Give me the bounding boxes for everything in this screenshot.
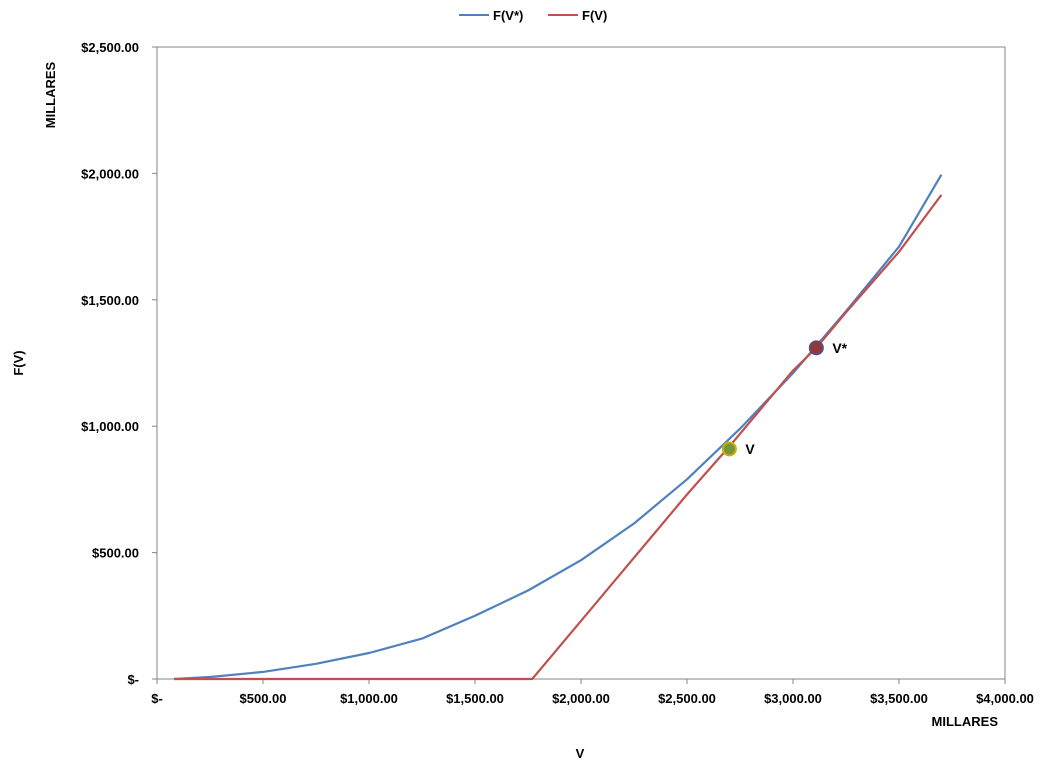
x-unit-label: MILLARES	[932, 714, 999, 729]
y-tick-label: $1,000.00	[81, 419, 139, 434]
annotation-label-0: V	[745, 441, 755, 457]
x-tick-label: $-	[151, 691, 163, 706]
y-axis-title: F(V)	[11, 350, 26, 375]
legend-label-f-vstar: F(V*)	[493, 8, 523, 23]
y-tick-label: $-	[127, 672, 139, 687]
x-tick-label: $3,000.00	[764, 691, 822, 706]
y-tick-label: $500.00	[92, 546, 139, 561]
y-tick-label: $2,000.00	[81, 166, 139, 181]
series-line-1	[174, 194, 943, 681]
legend-label-f-v: F(V)	[582, 8, 607, 23]
legend: F(V*) F(V)	[459, 8, 607, 23]
annotation-point-1	[808, 340, 824, 356]
x-tick-label: $500.00	[240, 691, 287, 706]
y-unit-label: MILLARES	[43, 61, 58, 128]
annotation-label-1: V*	[832, 340, 847, 356]
x-tick-label: $1,500.00	[446, 691, 504, 706]
x-tick-label: $2,500.00	[658, 691, 716, 706]
annotation-points: V V*	[721, 340, 848, 457]
x-tick-label: $2,000.00	[552, 691, 610, 706]
x-axis-title: V	[576, 746, 585, 761]
y-axis-ticks: $- $500.00 $1,000.00 $1,500.00 $2,000.00 $2,5…	[81, 40, 157, 687]
series-layer	[173, 174, 943, 681]
x-tick-label: $4,000.00	[976, 691, 1034, 706]
annotation-point-0	[721, 441, 737, 457]
x-tick-label: $1,000.00	[340, 691, 398, 706]
x-axis-ticks: $- $500.00 $1,000.00 $1,500.00 $2,000.00 $2,5…	[151, 679, 1034, 706]
x-tick-label: $3,500.00	[870, 691, 928, 706]
plot-area-border	[156, 46, 1006, 680]
y-tick-label: $2,500.00	[81, 40, 139, 55]
y-tick-label: $1,500.00	[81, 293, 139, 308]
series-line-0	[173, 174, 943, 681]
